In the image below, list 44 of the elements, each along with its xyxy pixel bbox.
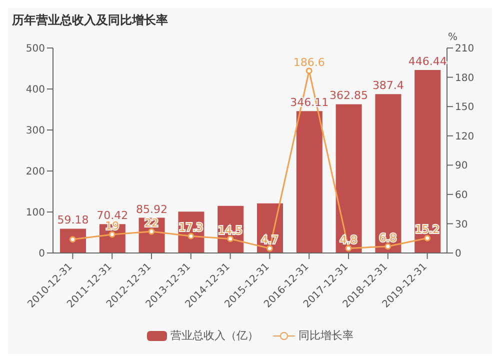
data-label: 22 [144, 216, 158, 230]
point [266, 245, 273, 252]
data-label: 70.42 [96, 209, 128, 222]
y2-tick-label: 90 [455, 160, 468, 172]
y-tick-label: 500 [26, 44, 45, 55]
data-label: 15.2 [415, 223, 440, 236]
point [227, 236, 234, 242]
point [345, 245, 352, 252]
bar [414, 70, 441, 253]
data-label: 362.85 [330, 89, 368, 102]
point [306, 68, 312, 74]
data-label: 17.3 [178, 221, 204, 234]
y-tick-label: 200 [26, 166, 45, 178]
point [384, 243, 392, 250]
bar [296, 111, 322, 253]
point [108, 231, 116, 238]
legend-label: 营业总收入（亿） [170, 328, 258, 343]
y-tick-label: 300 [26, 126, 45, 137]
data-label: 59.18 [57, 214, 89, 227]
y2-tick-label: 180 [455, 72, 474, 84]
bar [60, 228, 86, 253]
y2-tick-label: 0 [455, 248, 462, 260]
y2-tick-label: 120 [455, 131, 474, 142]
point [424, 234, 431, 242]
y2-tick-label: 150 [455, 102, 474, 114]
data-label: 186.6 [293, 56, 325, 69]
y2-tick-label: 210 [455, 44, 474, 55]
point [148, 228, 155, 235]
point [188, 232, 194, 240]
y2-tick-label: 30 [455, 219, 468, 230]
y2-axis-title: % [448, 32, 458, 43]
data-label: 387.4 [372, 79, 404, 92]
y-tick-label: 400 [26, 84, 45, 96]
data-label: 6.8 [379, 231, 397, 244]
chart-title: 历年营业总收入及同比增长率 [12, 12, 168, 29]
y-tick-label: 0 [38, 248, 45, 260]
y2-tick-label: 60 [455, 190, 468, 201]
y-tick-label: 100 [26, 208, 45, 219]
data-label: 446.44 [408, 54, 447, 68]
data-label: 14.5 [218, 224, 243, 237]
bar [336, 104, 362, 253]
data-label: 85.92 [136, 202, 168, 216]
bar [375, 94, 402, 253]
legend-label: 同比增长率 [298, 328, 354, 343]
